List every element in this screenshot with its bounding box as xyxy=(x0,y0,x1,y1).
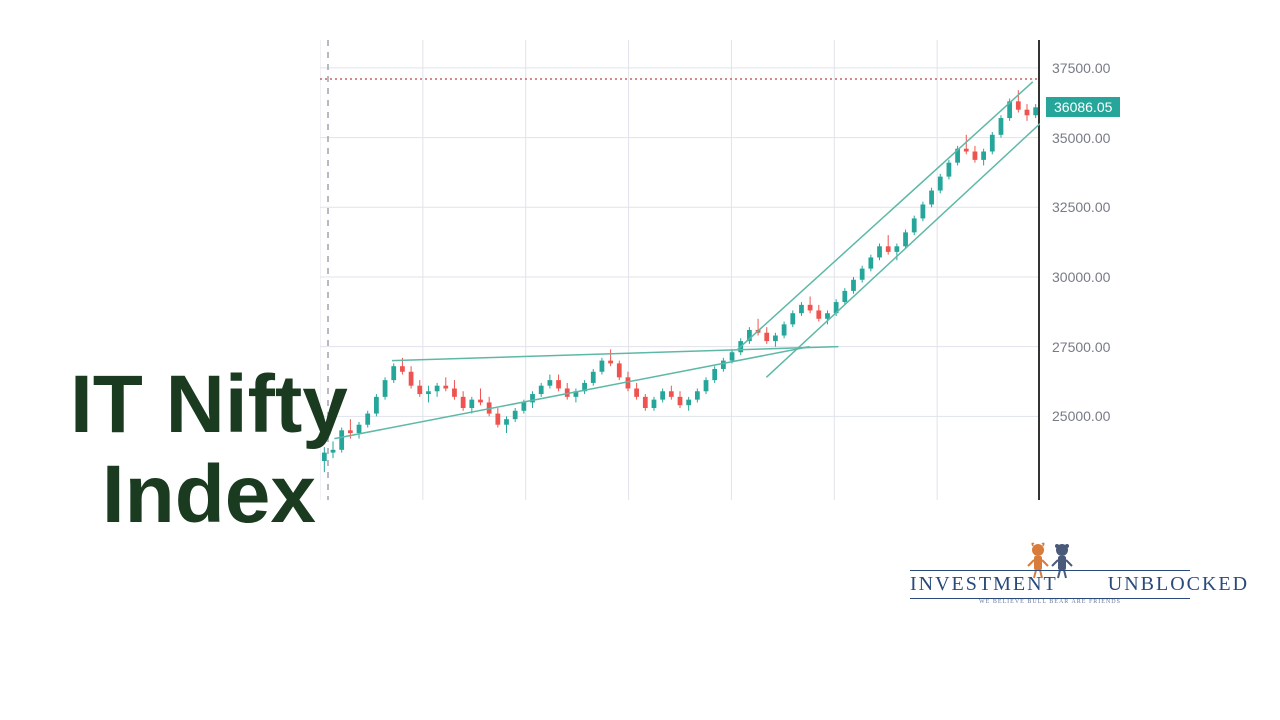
yaxis-tick-label: 37500.00 xyxy=(1052,60,1110,76)
yaxis-tick-label: 30000.00 xyxy=(1052,269,1110,285)
brand-logo: INVESTMENT UNBLOCKED WE BELIEVE BULL BEA… xyxy=(910,570,1190,605)
chart-svg xyxy=(320,40,1040,500)
title-line1: IT Nifty xyxy=(70,360,348,450)
current-price-badge: 36086.05 xyxy=(1046,97,1120,117)
yaxis-tick-label: 35000.00 xyxy=(1052,130,1110,146)
candlestick-chart xyxy=(320,40,1040,500)
yaxis-tick-label: 25000.00 xyxy=(1052,408,1110,424)
logo-text-top: INVESTMENT xyxy=(910,573,1058,596)
current-price-value: 36086.05 xyxy=(1054,99,1112,115)
logo-text-bottom: UNBLOCKED xyxy=(1108,573,1249,596)
yaxis-tick-label: 27500.00 xyxy=(1052,339,1110,355)
title-line2: Index xyxy=(70,450,348,540)
logo-tagline: WE BELIEVE BULL BEAR ARE FRIENDS xyxy=(910,599,1190,605)
yaxis-tick-label: 32500.00 xyxy=(1052,199,1110,215)
chart-title: IT Nifty Index xyxy=(70,360,348,540)
